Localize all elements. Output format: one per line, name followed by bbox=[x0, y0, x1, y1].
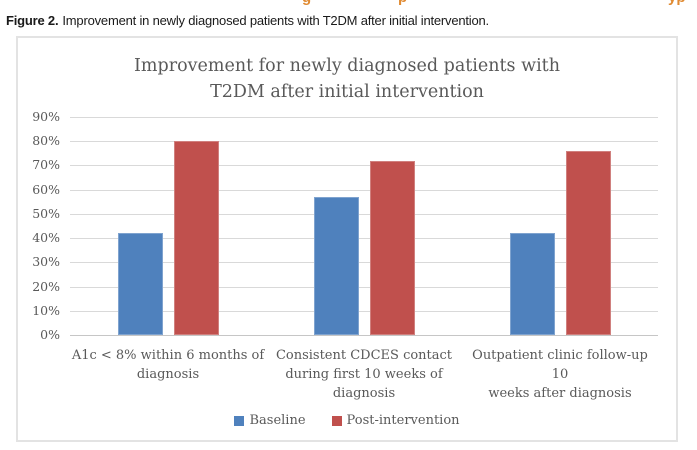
x-category-label-line: Outpatient clinic follow-up 10 bbox=[472, 348, 648, 382]
y-tick-label-20%: 20% bbox=[32, 278, 60, 294]
gridline-60% bbox=[70, 189, 658, 191]
x-category-label-line: during first 10 weeks of bbox=[285, 367, 443, 382]
x-category-label-line: A1c < 8% within 6 months of bbox=[71, 348, 265, 363]
gridline-30% bbox=[70, 262, 658, 264]
x-category-label-3: Outpatient clinic follow-up 10 weeks afte… bbox=[462, 346, 658, 403]
gridline-10% bbox=[70, 310, 658, 312]
gridline-80% bbox=[70, 141, 658, 143]
cropped-text-line: g p yp bbox=[0, 0, 697, 7]
gridline-40% bbox=[70, 238, 658, 240]
bar-post-intervention-2 bbox=[369, 160, 415, 335]
x-category-label-2: Consistent CDCES contact during first 10 … bbox=[266, 346, 462, 403]
bar-post-intervention-3 bbox=[565, 150, 611, 335]
legend-label: Post-intervention bbox=[346, 413, 460, 428]
y-tick-label-90%: 90% bbox=[32, 109, 60, 124]
bar-post-intervention-1 bbox=[173, 141, 219, 335]
legend-swatch-baseline bbox=[234, 416, 245, 426]
x-category-label-1: A1c < 8% within 6 months of diagnosis bbox=[70, 346, 266, 384]
legend-swatch-post-intervention bbox=[331, 416, 342, 426]
figure-caption-text: Improvement in newly diagnosed patients … bbox=[62, 13, 489, 28]
x-axis: A1c < 8% within 6 months of diagnosis Cons… bbox=[70, 346, 658, 408]
gridline-90% bbox=[70, 117, 658, 118]
y-tick-label-80%: 80% bbox=[32, 133, 60, 149]
x-category-label-line: Consistent CDCES contact bbox=[275, 348, 453, 363]
bar-baseline-2 bbox=[313, 196, 359, 335]
cropped-text-fragment: g bbox=[302, 0, 311, 6]
y-tick-label-50%: 50% bbox=[32, 205, 60, 221]
y-tick-label-70%: 70% bbox=[32, 157, 60, 173]
figure-caption-label: Figure 2. bbox=[6, 13, 59, 28]
gridline-70% bbox=[70, 165, 658, 167]
bar-chart: Improvement for newly diagnosed patients… bbox=[16, 36, 678, 442]
y-tick-label-30%: 30% bbox=[32, 254, 60, 270]
bar-baseline-3 bbox=[509, 233, 555, 335]
x-category-label-line: diagnosis bbox=[136, 367, 200, 382]
x-category-label-line: weeks after diagnosis bbox=[488, 386, 632, 401]
cropped-text-fragment: p bbox=[398, 0, 407, 6]
y-tick-label-60%: 60% bbox=[32, 181, 60, 197]
x-category-label-line: diagnosis bbox=[332, 386, 396, 401]
plot-area bbox=[70, 117, 658, 336]
y-tick-label-10%: 10% bbox=[32, 302, 60, 318]
y-tick-label-0%: 0% bbox=[40, 327, 60, 342]
bar-baseline-1 bbox=[117, 233, 163, 335]
chart-title: Improvement for newly diagnosed patients… bbox=[18, 53, 676, 105]
gridline-0% bbox=[70, 335, 658, 336]
chart-title-line-2: T2DM after initial intervention bbox=[210, 82, 484, 102]
gridline-50% bbox=[70, 213, 658, 215]
gridline-20% bbox=[70, 286, 658, 288]
legend-label: Baseline bbox=[249, 413, 306, 428]
cropped-text-fragment: yp bbox=[668, 0, 686, 6]
chart-title-line-1: Improvement for newly diagnosed patients… bbox=[134, 56, 560, 76]
figure-caption: Figure 2. Improvement in newly diagnosed … bbox=[6, 13, 694, 28]
legend-item-baseline: Baseline bbox=[234, 413, 306, 428]
chart-legend: Baseline Post-intervention bbox=[18, 414, 676, 428]
legend-item-post-intervention: Post-intervention bbox=[331, 413, 460, 428]
y-tick-label-40%: 40% bbox=[32, 230, 60, 246]
